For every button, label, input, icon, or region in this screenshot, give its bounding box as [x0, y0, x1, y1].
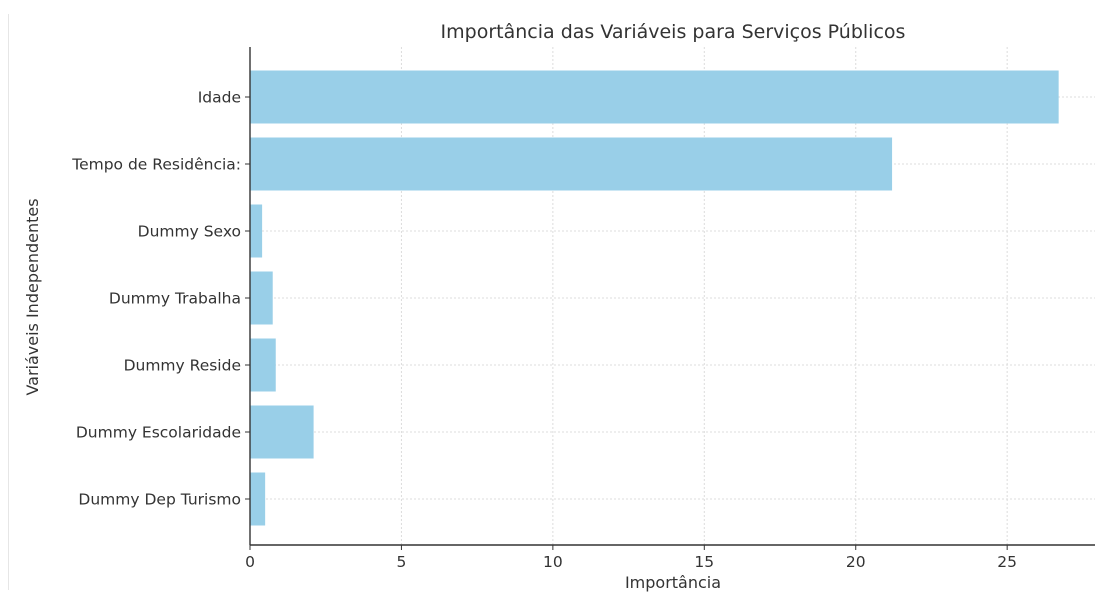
bar — [250, 271, 273, 325]
x-tick-label: 0 — [245, 553, 255, 571]
bar — [250, 137, 893, 191]
bar — [250, 70, 1059, 124]
x-tick-label: 5 — [396, 553, 406, 571]
left-edge-divider — [8, 14, 9, 590]
bar — [250, 338, 276, 392]
x-tick-label: 10 — [543, 553, 563, 571]
y-tick-label: Dummy Trabalha — [109, 290, 241, 308]
x-tick-label: 20 — [846, 553, 866, 571]
bar — [250, 204, 263, 258]
x-tick-label: 15 — [694, 553, 714, 571]
y-tick-label: Dummy Reside — [124, 357, 241, 375]
y-tick-label: Dummy Escolaridade — [76, 424, 241, 442]
x-axis-label: Importância — [625, 573, 721, 592]
bar — [250, 405, 314, 459]
y-tick-label: Dummy Sexo — [138, 223, 241, 241]
x-tick-label: 25 — [997, 553, 1017, 571]
axes: Idade Tempo de Residência: Dummy Sexo Dummy… — [71, 47, 1095, 571]
bar — [250, 472, 266, 526]
y-tick-label: Idade — [198, 89, 241, 107]
bars — [250, 70, 1059, 526]
y-tick-label: Dummy Dep Turismo — [78, 491, 241, 509]
y-tick-label: Tempo de Residência: — [71, 156, 241, 174]
y-axis-label: Variáveis Independentes — [23, 198, 42, 395]
chart-title: Importância das Variáveis para Serviços … — [441, 21, 906, 43]
